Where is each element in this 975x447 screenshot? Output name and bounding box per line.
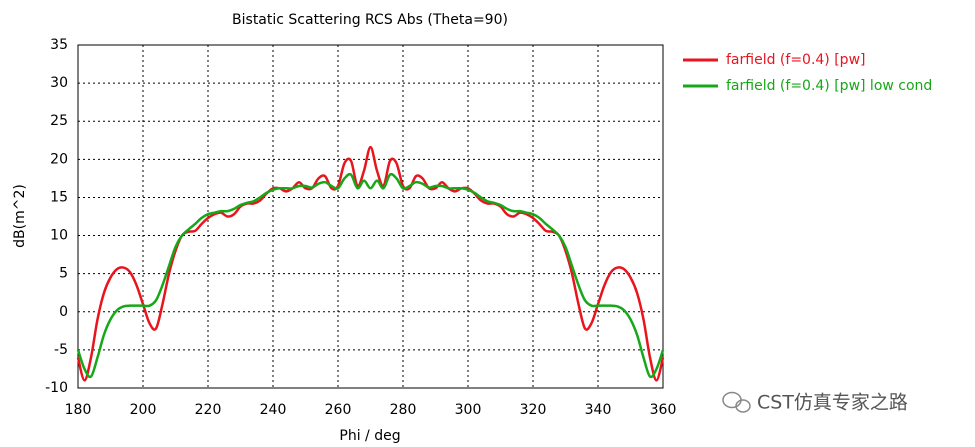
y-tick-label: 15 — [50, 189, 68, 205]
y-tick-label: 20 — [50, 151, 68, 167]
x-tick-label: 240 — [260, 402, 287, 418]
x-tick-label: 280 — [390, 402, 417, 418]
watermark: CST仿真专家之路 — [757, 392, 908, 414]
y-tick-label: 35 — [50, 37, 68, 53]
chart-title: Bistatic Scattering RCS Abs (Theta=90) — [232, 12, 508, 28]
watermark-icon — [722, 391, 751, 413]
legend-label: farfield (f=0.4) [pw] low cond — [726, 78, 932, 94]
y-axis-label: dB(m^2) — [12, 184, 28, 248]
legend-label: farfield (f=0.4) [pw] — [726, 52, 865, 68]
y-tick-label: 30 — [50, 75, 68, 91]
x-axis-label: Phi / deg — [339, 428, 400, 444]
y-tick-label: 25 — [50, 113, 68, 129]
x-tick-label: 300 — [455, 402, 482, 418]
x-tick-label: 340 — [585, 402, 612, 418]
line-series — [76, 172, 665, 379]
y-tick-label: 10 — [50, 228, 68, 244]
line-series — [76, 145, 665, 382]
y-tick-label: -5 — [54, 342, 68, 358]
x-tick-label: 180 — [65, 402, 92, 418]
x-tick-label: 360 — [650, 402, 677, 418]
x-tick-label: 320 — [520, 402, 547, 418]
x-tick-label: 260 — [325, 402, 352, 418]
y-tick-label: 5 — [59, 266, 68, 282]
plot-frame — [77, 44, 664, 389]
x-tick-label: 200 — [130, 402, 157, 418]
y-tick-label: -10 — [45, 380, 68, 396]
y-tick-label: 0 — [59, 304, 68, 320]
x-tick-label: 220 — [195, 402, 222, 418]
